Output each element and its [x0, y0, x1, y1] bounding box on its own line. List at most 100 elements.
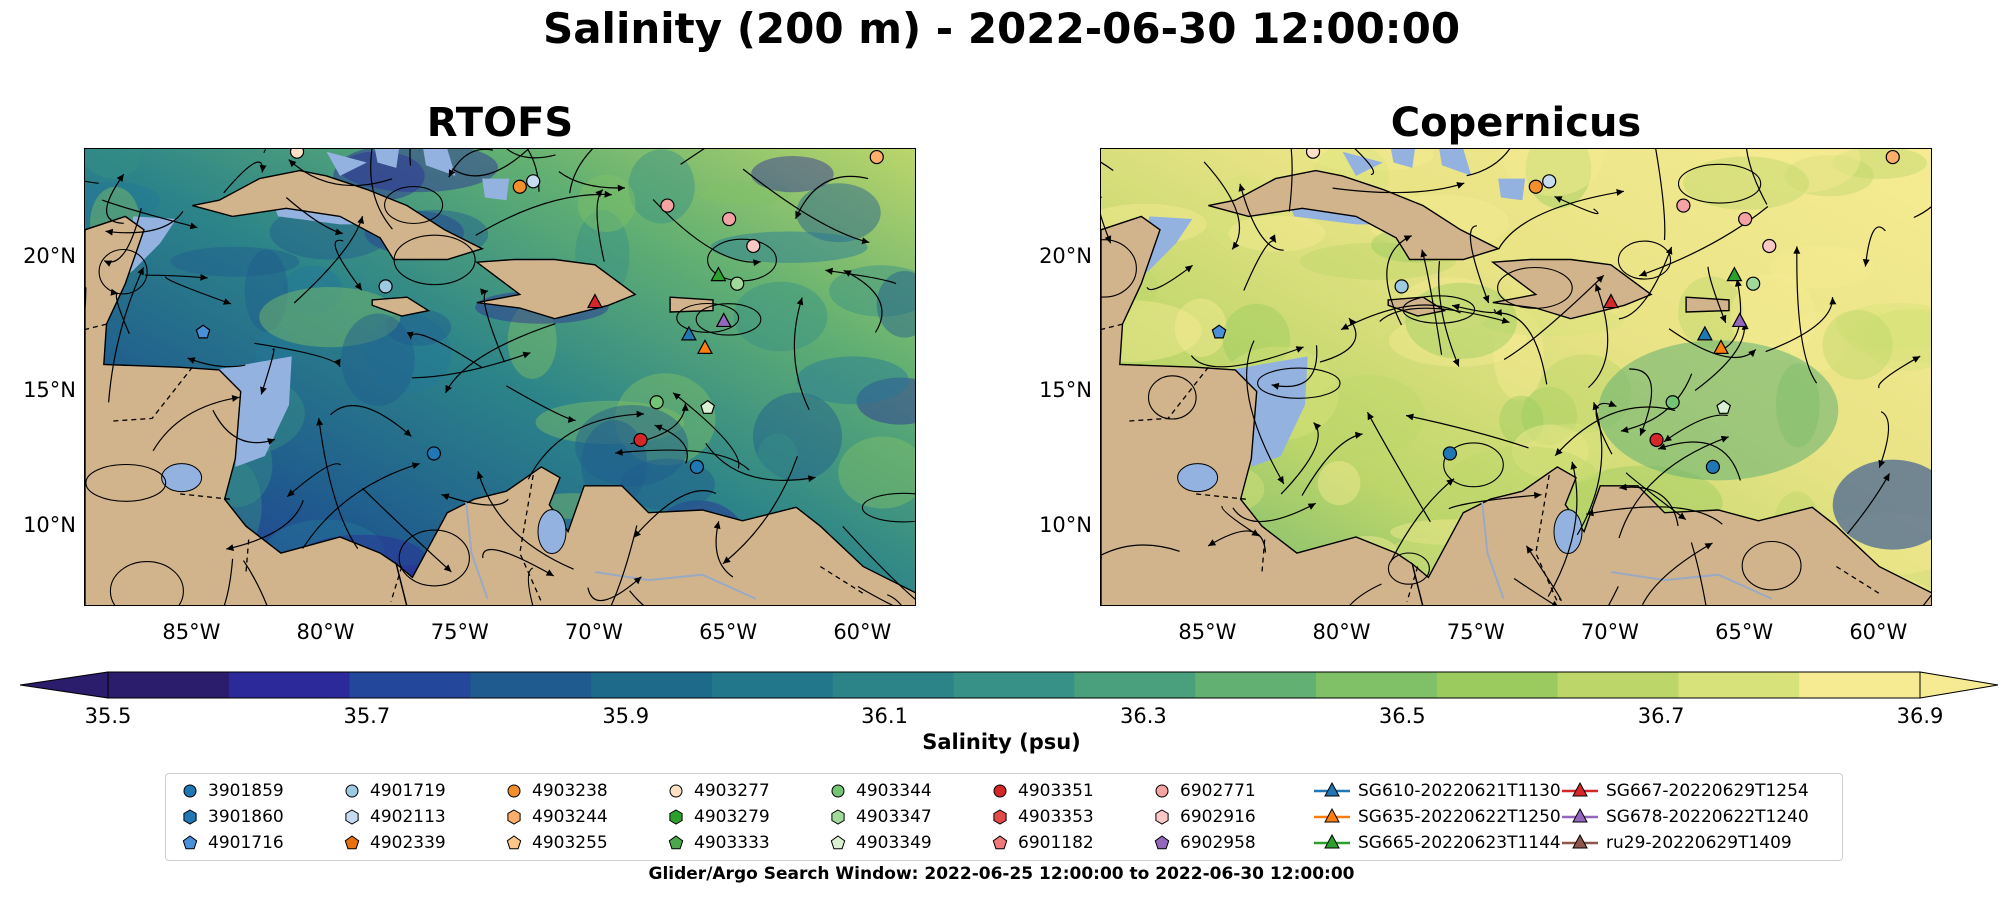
streamline-arrow [1526, 545, 1534, 554]
streamline [152, 396, 240, 452]
colorbar-extend-high [1919, 671, 1999, 699]
legend-item: 4903244 [504, 806, 608, 828]
legend-item-label: SG665-20220623T1144 [1358, 833, 1561, 853]
streamline [506, 149, 556, 159]
argo-marker [1676, 198, 1691, 213]
streamline [857, 585, 894, 605]
streamline-arrow [200, 273, 208, 281]
streamline [1389, 478, 1455, 563]
streamline [1746, 149, 1768, 205]
streamline [1641, 542, 1713, 605]
search-window-note: Glider/Argo Search Window: 2022-06-25 12… [648, 864, 1355, 884]
streamline-arrow [1269, 234, 1276, 243]
streamline-arrow [633, 530, 641, 538]
colorbar-segment [470, 672, 592, 698]
legend-item: 4902339 [342, 832, 446, 854]
legend-item: 6902916 [1152, 806, 1256, 828]
eddy-streamline [109, 561, 184, 605]
legend-item: 6901182 [990, 832, 1094, 854]
legend-item: 4902113 [342, 806, 446, 828]
legend-item: 4903347 [828, 806, 932, 828]
streamline [1246, 340, 1285, 485]
glider-marker [1696, 325, 1713, 341]
colorbar-tick-label: 35.7 [343, 704, 391, 728]
colorbar-tick-label: 35.5 [84, 704, 132, 728]
argo-marker [722, 211, 737, 227]
colorbar-segment [1316, 672, 1438, 698]
streamline-arrow [1658, 443, 1667, 450]
field-blob [1784, 155, 1874, 197]
legend-marker-icon [1562, 781, 1598, 797]
streamline-arrow [1456, 182, 1465, 189]
streamline [680, 149, 705, 165]
field-blob [385, 308, 452, 346]
streamline [1101, 196, 1112, 244]
streamline [85, 287, 87, 315]
lake-maracaibo [1553, 509, 1583, 555]
streamline-arrow [480, 288, 488, 296]
streamline [370, 149, 393, 230]
field-blob [757, 433, 798, 480]
legend-item: 3901859 [180, 780, 284, 802]
streamline [1620, 373, 1693, 432]
field-blob [1529, 423, 1613, 483]
streamline-arrow [1570, 461, 1578, 470]
legend-item: 4903333 [666, 832, 770, 854]
legend-marker-icon [993, 809, 1007, 825]
border [85, 323, 107, 331]
legend-marker-icon [1314, 781, 1350, 797]
streamline-arrow [522, 351, 531, 359]
x-tick-label: 70°W [564, 620, 623, 644]
streamline [793, 297, 810, 410]
border [1101, 323, 1123, 331]
y-tick-label: 10°N [1039, 513, 1092, 538]
field-blob [1740, 149, 1861, 194]
streamline-arrow [1208, 539, 1217, 546]
streamline [1655, 149, 1666, 241]
streamline-arrow [713, 521, 721, 530]
streamline [1595, 402, 1617, 455]
streamline [293, 215, 364, 304]
legend-item-label: 6901182 [1018, 833, 1094, 853]
legend-item: SG678-20220622T1240 [1562, 806, 1809, 828]
legend-item-label: 4901716 [208, 833, 284, 853]
streamline [108, 267, 145, 403]
streamline [451, 149, 530, 177]
streamline-arrow [1501, 317, 1510, 324]
legend-item: 4903349 [828, 832, 932, 854]
argo-marker [660, 198, 675, 213]
streamline [587, 576, 642, 602]
streamline [106, 173, 125, 224]
streamline [722, 456, 798, 565]
streamline-arrow [354, 282, 362, 291]
legend-item: SG665-20220623T1144 [1314, 832, 1561, 854]
streamline-arrow [1307, 503, 1316, 510]
streamline-arrow [1829, 297, 1837, 305]
colorbar-tick-label: 36.1 [861, 704, 908, 728]
field-blob [1832, 459, 1931, 550]
streamline-arrow [1619, 483, 1627, 491]
streamline-arrow [617, 184, 625, 192]
streamline-arrow [1452, 358, 1460, 367]
legend-marker-icon [1562, 807, 1598, 823]
glider-marker [715, 312, 732, 328]
streamline-arrow [1596, 275, 1604, 283]
legend-item-label: SG635-20220622T1250 [1358, 807, 1561, 827]
legend-item: 4903238 [504, 780, 608, 802]
streamline [629, 590, 645, 605]
streamline [1796, 246, 1818, 384]
streamline-arrow [1271, 382, 1280, 390]
colorbar-extend-low [20, 671, 109, 699]
streamline [1101, 544, 1180, 556]
streamline [318, 418, 359, 549]
x-tick-label: 85°W [1178, 620, 1237, 644]
field-blob [1405, 282, 1518, 359]
streamline-arrow [445, 384, 452, 393]
streamline-arrow [1551, 600, 1558, 605]
streamline-arrow [335, 228, 343, 236]
streamline-arrow [1620, 426, 1629, 433]
field-blob [620, 458, 716, 511]
colorbar-segment [108, 672, 230, 698]
field-blob [1832, 149, 1927, 179]
legend-marker-icon [830, 835, 846, 850]
